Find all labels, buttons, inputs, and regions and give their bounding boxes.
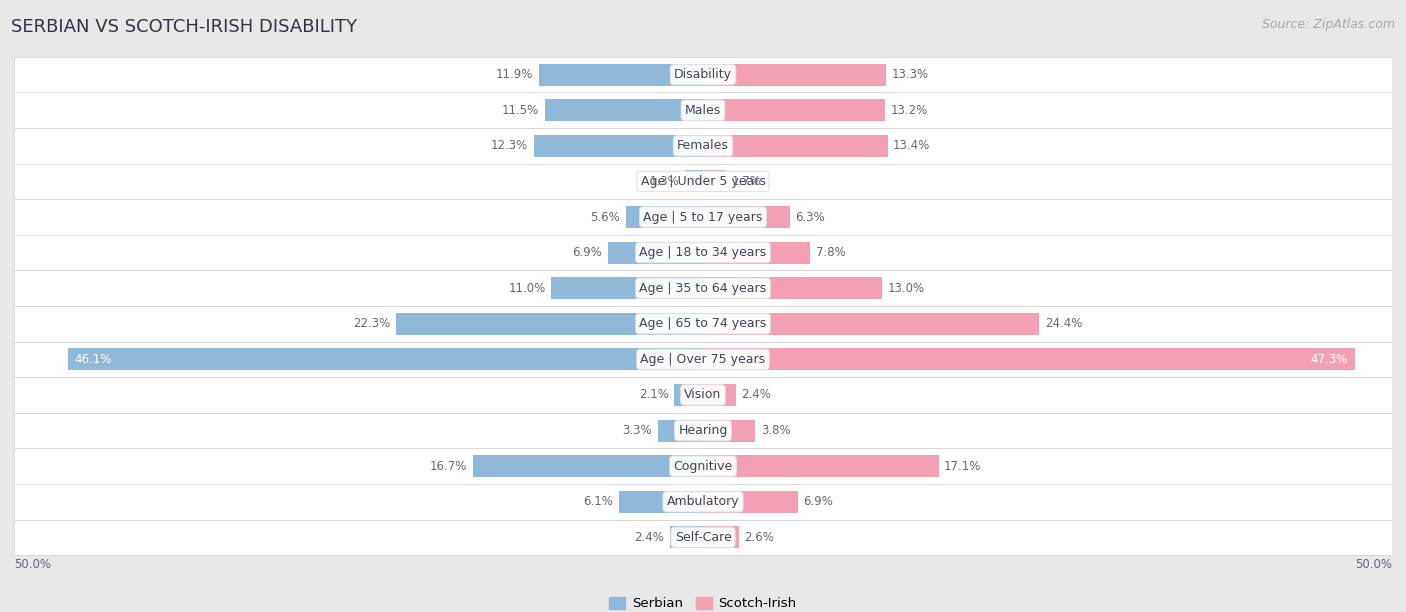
Text: Age | 65 to 74 years: Age | 65 to 74 years: [640, 317, 766, 330]
Bar: [14, 57, 1392, 92]
Text: 24.4%: 24.4%: [1045, 317, 1083, 330]
Text: Age | Over 75 years: Age | Over 75 years: [641, 353, 765, 366]
Text: Age | 35 to 64 years: Age | 35 to 64 years: [640, 282, 766, 295]
Text: 13.2%: 13.2%: [890, 104, 928, 117]
Bar: [703, 455, 939, 477]
Text: SERBIAN VS SCOTCH-IRISH DISABILITY: SERBIAN VS SCOTCH-IRISH DISABILITY: [11, 18, 357, 36]
Bar: [472, 455, 703, 477]
Text: 1.7%: 1.7%: [733, 175, 762, 188]
Bar: [703, 313, 1039, 335]
Text: 17.1%: 17.1%: [945, 460, 981, 472]
Text: 13.3%: 13.3%: [891, 68, 929, 81]
Bar: [669, 526, 703, 548]
Text: 6.9%: 6.9%: [572, 246, 602, 259]
Bar: [607, 242, 703, 264]
Text: 46.1%: 46.1%: [75, 353, 112, 366]
Bar: [685, 170, 703, 192]
Text: 1.3%: 1.3%: [650, 175, 679, 188]
Bar: [658, 420, 703, 442]
Text: 6.9%: 6.9%: [804, 495, 834, 508]
Bar: [14, 306, 1392, 341]
Text: 6.3%: 6.3%: [796, 211, 825, 223]
Text: Cognitive: Cognitive: [673, 460, 733, 472]
Text: 11.9%: 11.9%: [496, 68, 533, 81]
Text: 16.7%: 16.7%: [430, 460, 467, 472]
Bar: [14, 377, 1392, 412]
Bar: [703, 348, 1355, 370]
Text: 5.6%: 5.6%: [591, 211, 620, 223]
Text: Males: Males: [685, 104, 721, 117]
Text: 2.4%: 2.4%: [634, 531, 665, 544]
Bar: [14, 271, 1392, 306]
Bar: [703, 206, 790, 228]
Bar: [14, 484, 1392, 520]
Bar: [14, 128, 1392, 163]
Text: Age | Under 5 years: Age | Under 5 years: [641, 175, 765, 188]
Bar: [703, 170, 727, 192]
Text: 13.0%: 13.0%: [887, 282, 925, 295]
Bar: [703, 526, 738, 548]
Bar: [619, 491, 703, 513]
Text: Age | 5 to 17 years: Age | 5 to 17 years: [644, 211, 762, 223]
Bar: [703, 384, 737, 406]
Bar: [703, 64, 886, 86]
Text: Hearing: Hearing: [678, 424, 728, 437]
Bar: [673, 384, 703, 406]
Bar: [703, 277, 882, 299]
Text: 11.0%: 11.0%: [509, 282, 546, 295]
Text: 13.4%: 13.4%: [893, 140, 931, 152]
Bar: [703, 491, 799, 513]
Bar: [14, 200, 1392, 235]
Text: 22.3%: 22.3%: [353, 317, 391, 330]
Text: Disability: Disability: [673, 68, 733, 81]
Bar: [551, 277, 703, 299]
Bar: [703, 420, 755, 442]
Text: Ambulatory: Ambulatory: [666, 495, 740, 508]
Text: Age | 18 to 34 years: Age | 18 to 34 years: [640, 246, 766, 259]
Bar: [14, 235, 1392, 271]
Text: 2.6%: 2.6%: [744, 531, 775, 544]
Text: 3.8%: 3.8%: [761, 424, 790, 437]
Text: Females: Females: [678, 140, 728, 152]
Bar: [703, 242, 810, 264]
Text: 2.1%: 2.1%: [638, 389, 669, 401]
Text: 11.5%: 11.5%: [502, 104, 538, 117]
Text: Source: ZipAtlas.com: Source: ZipAtlas.com: [1261, 18, 1395, 31]
Bar: [395, 313, 703, 335]
Text: 7.8%: 7.8%: [815, 246, 846, 259]
Text: 50.0%: 50.0%: [14, 558, 51, 571]
Text: 47.3%: 47.3%: [1310, 353, 1348, 366]
Bar: [544, 99, 703, 121]
Bar: [14, 449, 1392, 484]
Text: Vision: Vision: [685, 389, 721, 401]
Legend: Serbian, Scotch-Irish: Serbian, Scotch-Irish: [605, 592, 801, 612]
Bar: [67, 348, 703, 370]
Text: 6.1%: 6.1%: [583, 495, 613, 508]
Bar: [14, 163, 1392, 200]
Text: 50.0%: 50.0%: [1355, 558, 1392, 571]
Bar: [703, 135, 887, 157]
Bar: [14, 92, 1392, 128]
Bar: [533, 135, 703, 157]
Bar: [626, 206, 703, 228]
Text: 12.3%: 12.3%: [491, 140, 529, 152]
Bar: [538, 64, 703, 86]
Bar: [14, 520, 1392, 555]
Text: 3.3%: 3.3%: [623, 424, 652, 437]
Bar: [703, 99, 884, 121]
Bar: [14, 341, 1392, 377]
Text: 2.4%: 2.4%: [741, 389, 772, 401]
Text: Self-Care: Self-Care: [675, 531, 731, 544]
Bar: [14, 412, 1392, 449]
